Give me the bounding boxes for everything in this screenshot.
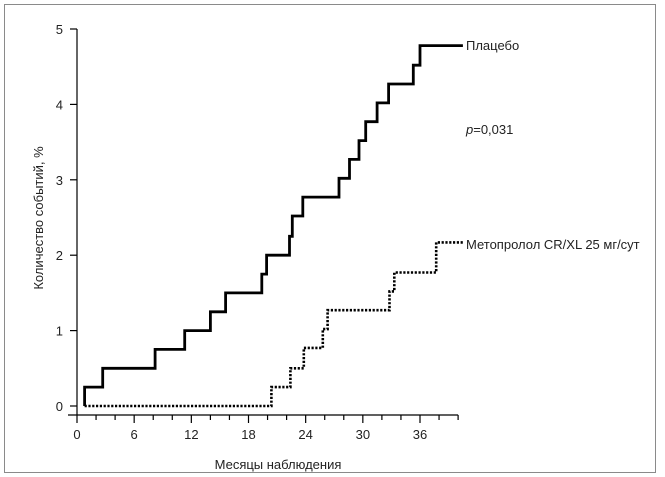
x-tick-label: 30 xyxy=(356,427,370,442)
y-tick-label: 2 xyxy=(56,248,63,263)
y-tick-label: 3 xyxy=(56,173,63,188)
x-tick-label: 36 xyxy=(413,427,427,442)
y-tick-label: 5 xyxy=(56,22,63,37)
x-axis-label: Месяцы наблюдения xyxy=(215,457,342,472)
x-tick-label: 12 xyxy=(184,427,198,442)
chart-frame xyxy=(4,4,656,473)
p-value: =0,031 xyxy=(473,122,513,137)
x-tick-label: 18 xyxy=(241,427,255,442)
legend-metoprolol: Метопролол CR/XL 25 мг/сут xyxy=(466,237,640,252)
series-line-placebo xyxy=(83,44,463,406)
series-group xyxy=(83,44,463,408)
series-line-metoprolol xyxy=(84,241,463,408)
y-axis-label: Количество событий, % xyxy=(31,146,46,290)
x-tick-label: 0 xyxy=(73,427,80,442)
y-tick-label: 1 xyxy=(56,324,63,339)
x-tick-label: 24 xyxy=(298,427,312,442)
p-italic: p xyxy=(465,122,473,137)
p-value-annotation: p=0,031 xyxy=(465,122,513,137)
x-tick-label: 6 xyxy=(131,427,138,442)
legend-placebo: Плацебо xyxy=(466,38,519,53)
y-tick-label: 4 xyxy=(56,97,63,112)
y-tick-label: 0 xyxy=(56,399,63,414)
